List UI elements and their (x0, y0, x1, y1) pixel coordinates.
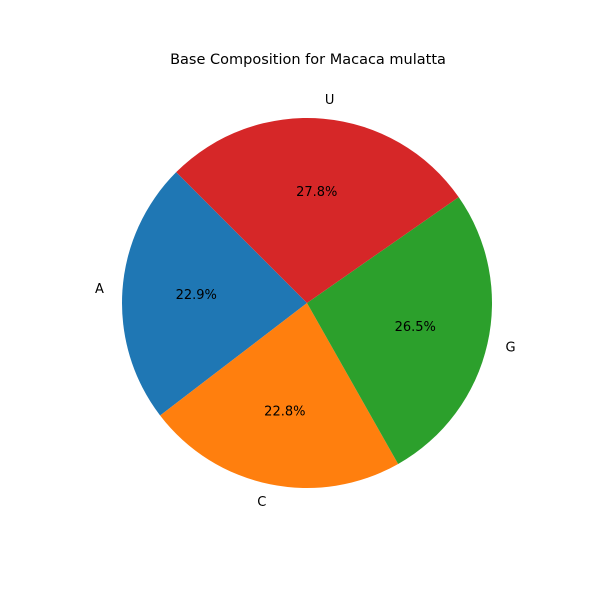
percent-label-u: 27.8% (296, 185, 337, 200)
percent-label-c: 22.8% (264, 404, 305, 419)
slice-label-u: U (325, 93, 335, 108)
slice-label-c: C (257, 495, 266, 510)
pie-slice-u (176, 118, 459, 303)
category-labels: A C G U (95, 93, 516, 510)
pie-slice-g (307, 197, 492, 464)
pie-slice-a (122, 172, 307, 416)
percent-label-g: 26.5% (395, 320, 436, 335)
slice-label-a: A (95, 282, 104, 297)
pie-slices (122, 118, 492, 489)
slice-label-g: G (505, 341, 515, 356)
chart-title: Base Composition for Macaca mulatta (170, 52, 446, 68)
pie-slice-c (160, 303, 399, 489)
percent-label-a: 22.9% (176, 288, 217, 303)
percent-labels: 22.9% 22.8% 26.5% 27.8% (176, 185, 436, 419)
